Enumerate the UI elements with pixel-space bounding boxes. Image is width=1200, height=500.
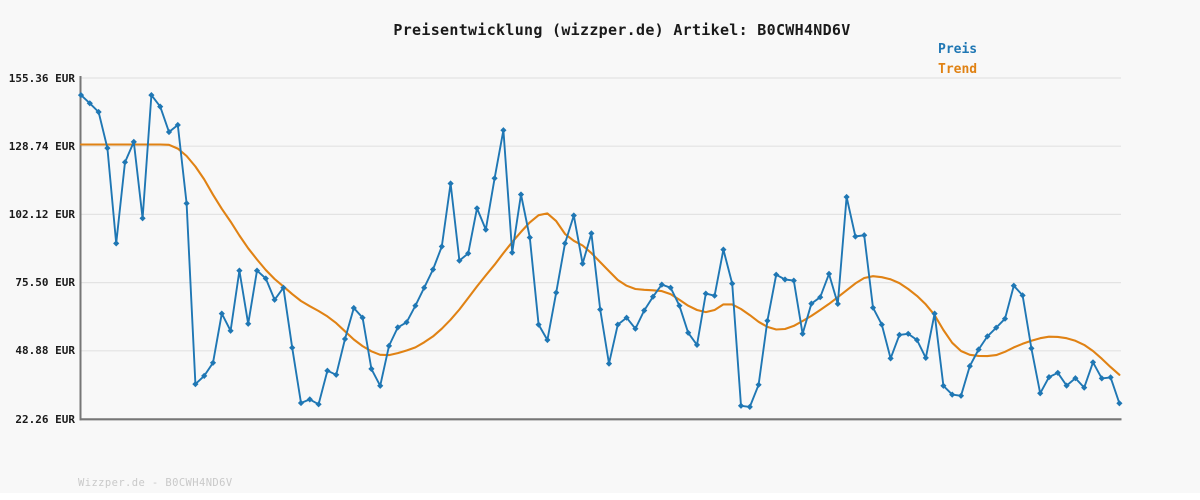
y-tick-label: 128.74 EUR: [8, 139, 75, 153]
legend-trend-label: Trend: [938, 62, 978, 77]
y-tick-label: 22.26 EUR: [15, 412, 75, 426]
bottom-strip: [0, 493, 1200, 500]
legend-preis-label: Preis: [938, 42, 978, 57]
legend: Preis Trend: [938, 40, 977, 80]
y-tick-label: 48.88 EUR: [15, 344, 75, 358]
y-tick-label: 75.50 EUR: [15, 276, 75, 290]
price-point-markers: [77, 92, 1123, 410]
watermark-text: Wizzper.de - B0CWH4ND6V: [78, 477, 233, 489]
chart-title: Preisentwicklung (wizzper.de) Artikel: B…: [393, 21, 851, 39]
trend-line: [79, 143, 1121, 376]
preis-line: [80, 94, 1121, 408]
y-tick-label: 155.36 EUR: [8, 71, 75, 85]
y-tick-label: 102.12 EUR: [8, 207, 75, 221]
